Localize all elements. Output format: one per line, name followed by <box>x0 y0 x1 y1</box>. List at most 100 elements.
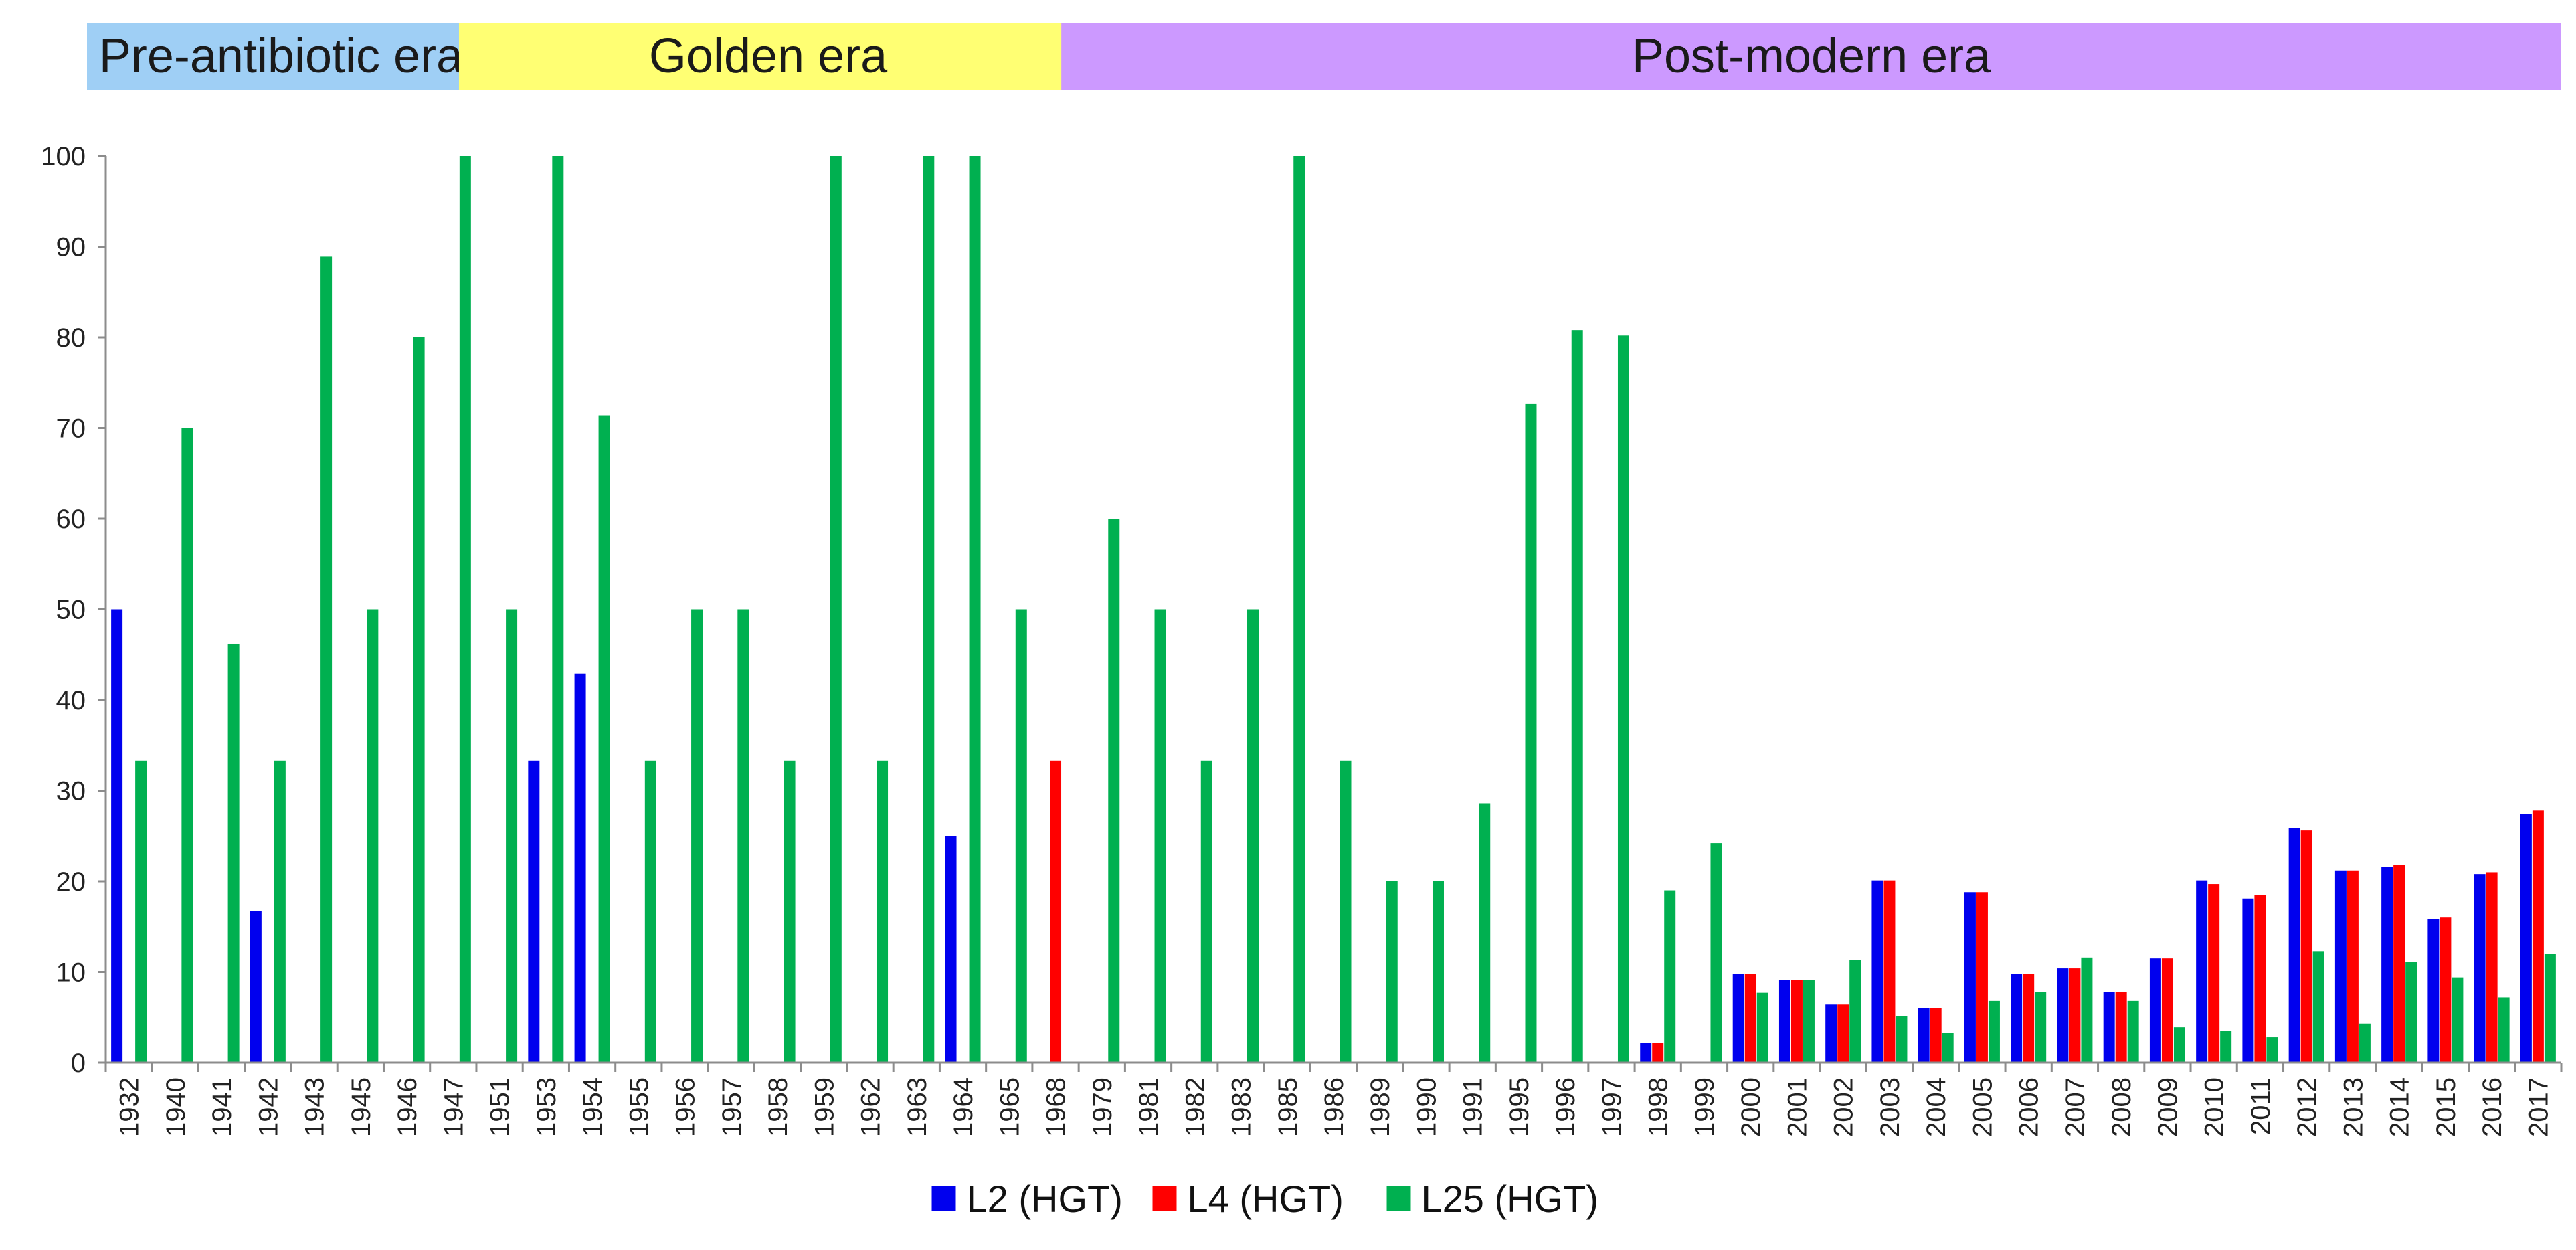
y-tick-label: 70 <box>56 414 86 444</box>
x-tick-label: 1951 <box>486 1077 515 1137</box>
bar-l25-1986 <box>1340 760 1352 1063</box>
bar-l25-1979 <box>1108 519 1120 1063</box>
bar-l25-1959 <box>830 156 842 1063</box>
x-tick-label: 1989 <box>1366 1077 1395 1137</box>
bar-l25-2009 <box>2173 1027 2185 1063</box>
bar-l25-2014 <box>2405 962 2417 1063</box>
y-tick-label: 60 <box>56 505 86 534</box>
bar-l2-2016 <box>2474 874 2486 1063</box>
x-tick-label: 1999 <box>1690 1077 1720 1137</box>
bar-l2-2015 <box>2427 919 2440 1063</box>
bar-l25-1943 <box>320 256 333 1063</box>
bar-l25-1947 <box>459 156 471 1063</box>
bar-l25-2012 <box>2312 951 2324 1063</box>
bar-l25-2016 <box>2498 997 2510 1063</box>
bar-l25-2003 <box>1896 1016 1908 1063</box>
x-tick-label: 1932 <box>115 1077 145 1137</box>
y-tick-label: 50 <box>56 596 86 625</box>
y-tick-label: 80 <box>56 323 86 353</box>
bar-l25-1955 <box>644 760 656 1063</box>
bar-l25-1953 <box>552 156 564 1063</box>
x-tick-label: 2010 <box>2200 1077 2229 1137</box>
x-tick-label: 1945 <box>347 1077 376 1137</box>
bar-l4-2002 <box>1837 1004 1849 1063</box>
x-tick-label: 2006 <box>2015 1077 2044 1137</box>
bar-l2-2010 <box>2196 880 2208 1063</box>
x-tick-label: 1962 <box>856 1077 886 1137</box>
bar-l2-1942 <box>250 911 262 1063</box>
x-tick-label: 1986 <box>1319 1077 1349 1137</box>
x-tick-label: 2016 <box>2478 1077 2507 1137</box>
x-tick-label: 1941 <box>207 1077 237 1137</box>
era-label-1: Golden era <box>649 29 888 83</box>
era-banner: Pre-antibiotic era Golden era Post-modern … <box>87 23 2562 90</box>
x-axis: 1932 1940 1941 1942 1943 1945 1946 1947 1951 1953… <box>104 1061 2563 1137</box>
x-tick-label: 2017 <box>2524 1077 2553 1137</box>
bar-l2-2002 <box>1825 1004 1837 1063</box>
x-tick-label: 1942 <box>254 1077 283 1137</box>
x-tick-label: 1964 <box>949 1077 978 1137</box>
bar-l2-2017 <box>2520 814 2532 1063</box>
x-tick-label: 1997 <box>1597 1077 1627 1137</box>
x-tick-label: 1958 <box>763 1077 793 1137</box>
bar-l25-2013 <box>2359 1023 2371 1063</box>
bar-l4-2015 <box>2440 917 2452 1063</box>
bar-l25-1991 <box>1479 803 1491 1063</box>
bar-l2-1932 <box>111 609 123 1063</box>
bar-l2-1964 <box>945 836 957 1063</box>
bar-l25-2000 <box>1756 992 1768 1063</box>
bar-l25-2011 <box>2266 1037 2278 1063</box>
x-tick-label: 1946 <box>393 1077 422 1137</box>
x-tick-label: 1996 <box>1551 1077 1580 1137</box>
bar-l4-2008 <box>2115 992 2127 1063</box>
bar-l2-2008 <box>2103 992 2115 1063</box>
legend-label-0: L2 (HGT) <box>967 1178 1123 1220</box>
bar-l25-1962 <box>877 760 889 1063</box>
y-tick-label: 0 <box>71 1049 86 1078</box>
bar-l2-1953 <box>528 760 540 1063</box>
x-tick-label: 1947 <box>439 1077 468 1137</box>
bar-l2-2014 <box>2381 867 2393 1063</box>
x-tick-label: 1968 <box>1042 1077 1071 1137</box>
bar-l25-1945 <box>367 609 379 1063</box>
bar-l25-2017 <box>2544 954 2556 1063</box>
bar-l25-1982 <box>1200 760 1212 1063</box>
bar-l25-1958 <box>784 760 796 1063</box>
y-tick-label: 90 <box>56 233 86 262</box>
bar-l2-1998 <box>1640 1043 1652 1063</box>
x-tick-label: 2005 <box>1968 1077 1997 1137</box>
era-label-0: Pre-antibiotic era <box>99 29 464 83</box>
x-tick-label: 2009 <box>2153 1077 2183 1137</box>
legend-swatch-2 <box>1386 1186 1411 1211</box>
bar-l25-2008 <box>2127 1000 2139 1063</box>
bar-l2-2000 <box>1732 974 1744 1063</box>
x-tick-label: 1979 <box>1088 1077 1117 1137</box>
bar-l25-1989 <box>1386 881 1398 1063</box>
legend-label-1: L4 (HGT) <box>1188 1178 1344 1220</box>
bar-l4-1968 <box>1050 760 1062 1063</box>
bar-l25-2010 <box>2220 1031 2232 1063</box>
x-tick-label: 1981 <box>1134 1077 1164 1137</box>
bar-l25-1990 <box>1432 881 1444 1063</box>
bar-l4-1998 <box>1652 1043 1664 1063</box>
x-tick-label: 2008 <box>2107 1077 2136 1137</box>
legend-swatch-0 <box>931 1186 956 1211</box>
era-label-2: Post-modern era <box>1632 29 1991 83</box>
x-tick-label: 1959 <box>810 1077 839 1137</box>
y-tick-label: 100 <box>41 142 86 171</box>
bar-l2-2012 <box>2288 828 2300 1063</box>
y-axis: 0 10 20 30 40 50 60 70 80 90 100 <box>41 142 107 1078</box>
bar-l2-2003 <box>1871 880 1883 1063</box>
bars <box>111 156 2556 1063</box>
era-band-0 <box>87 23 475 90</box>
bar-l4-2000 <box>1744 974 1756 1063</box>
bar-l25-2001 <box>1803 980 1815 1063</box>
bar-l4-2006 <box>2023 974 2035 1063</box>
x-tick-label: 2012 <box>2292 1077 2322 1137</box>
era-band-2 <box>1061 23 2562 90</box>
x-tick-label: 1995 <box>1505 1077 1534 1137</box>
bar-l25-1932 <box>135 760 147 1063</box>
y-tick-label: 20 <box>56 867 86 897</box>
y-tick-label: 40 <box>56 686 86 715</box>
x-tick-label: 2014 <box>2385 1077 2415 1137</box>
